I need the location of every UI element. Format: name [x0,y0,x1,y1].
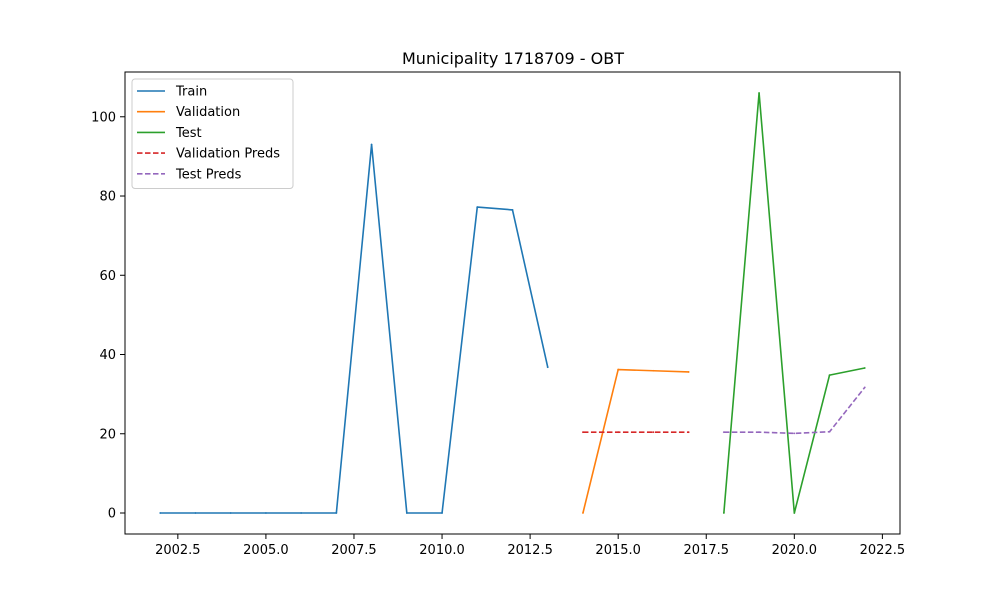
legend-label-test: Test [175,126,202,141]
data-point-validation [617,368,620,371]
x-tick-label: 2015.0 [595,543,641,558]
data-point-test [722,512,725,514]
data-point-train [370,143,373,146]
data-point-test-preds [863,386,866,389]
data-point-train [159,512,162,514]
y-tick-label: 40 [99,348,116,363]
data-point-test [758,92,760,94]
legend-box [131,78,294,189]
legend: Train Validation Test Validation Preds Test … [131,78,294,189]
data-point-validation [582,512,584,514]
plot-area-frame [124,71,901,535]
data-point-train [476,206,479,209]
data-point-test-preds [722,431,725,434]
data-point-test-preds [828,430,831,433]
y-tick-label: 0 [108,507,116,522]
series-line-train [160,143,549,514]
data-point-train [229,512,232,514]
data-point-validation-preds [652,431,655,434]
y-axis: 0 20 40 60 80 100 [91,110,125,522]
y-tick-label: 100 [91,110,116,125]
data-point-validation-preds [617,431,620,434]
data-point-train [335,512,338,514]
x-tick-label: 2007.5 [331,543,377,558]
x-tick-label: 2012.5 [507,543,553,558]
series-line-validation [582,368,689,514]
data-point-train [405,512,408,514]
data-point-train [546,366,549,369]
data-point-train [194,512,197,514]
data-point-test [793,512,796,514]
series-layer [159,92,866,514]
y-tick-label: 60 [99,269,116,284]
x-tick-label: 2020.0 [772,543,818,558]
legend-label-validation-preds: Validation Preds [176,147,280,162]
data-point-test [828,374,831,377]
chart-title: Municipality 1718709 - OBT [402,49,624,68]
data-point-test-preds [758,431,760,434]
data-point-train [511,208,514,211]
data-point-validation-preds [687,431,690,434]
x-axis: 2002.5 2005.0 2007.5 2010.0 2012.5 2015.0 2017… [155,534,905,558]
data-point-train [441,512,443,514]
x-tick-label: 2002.5 [155,543,201,558]
x-tick-label: 2017.5 [684,543,730,558]
legend-label-test-preds: Test Preds [175,167,242,182]
x-tick-label: 2022.5 [860,543,906,558]
data-point-train [265,512,267,514]
legend-label-train: Train [175,85,207,100]
data-point-train [300,512,303,514]
x-tick-label: 2010.0 [419,543,465,558]
x-tick-label: 2005.0 [243,543,289,558]
data-point-validation [652,369,655,372]
series-line-test-preds [723,386,866,435]
data-point-test-preds [793,432,796,435]
y-tick-label: 80 [99,190,116,205]
y-tick-label: 20 [99,427,116,442]
legend-label-validation: Validation [176,105,240,120]
data-point-validation-preds [582,431,584,434]
data-point-test [863,367,866,369]
data-point-validation [687,371,690,373]
